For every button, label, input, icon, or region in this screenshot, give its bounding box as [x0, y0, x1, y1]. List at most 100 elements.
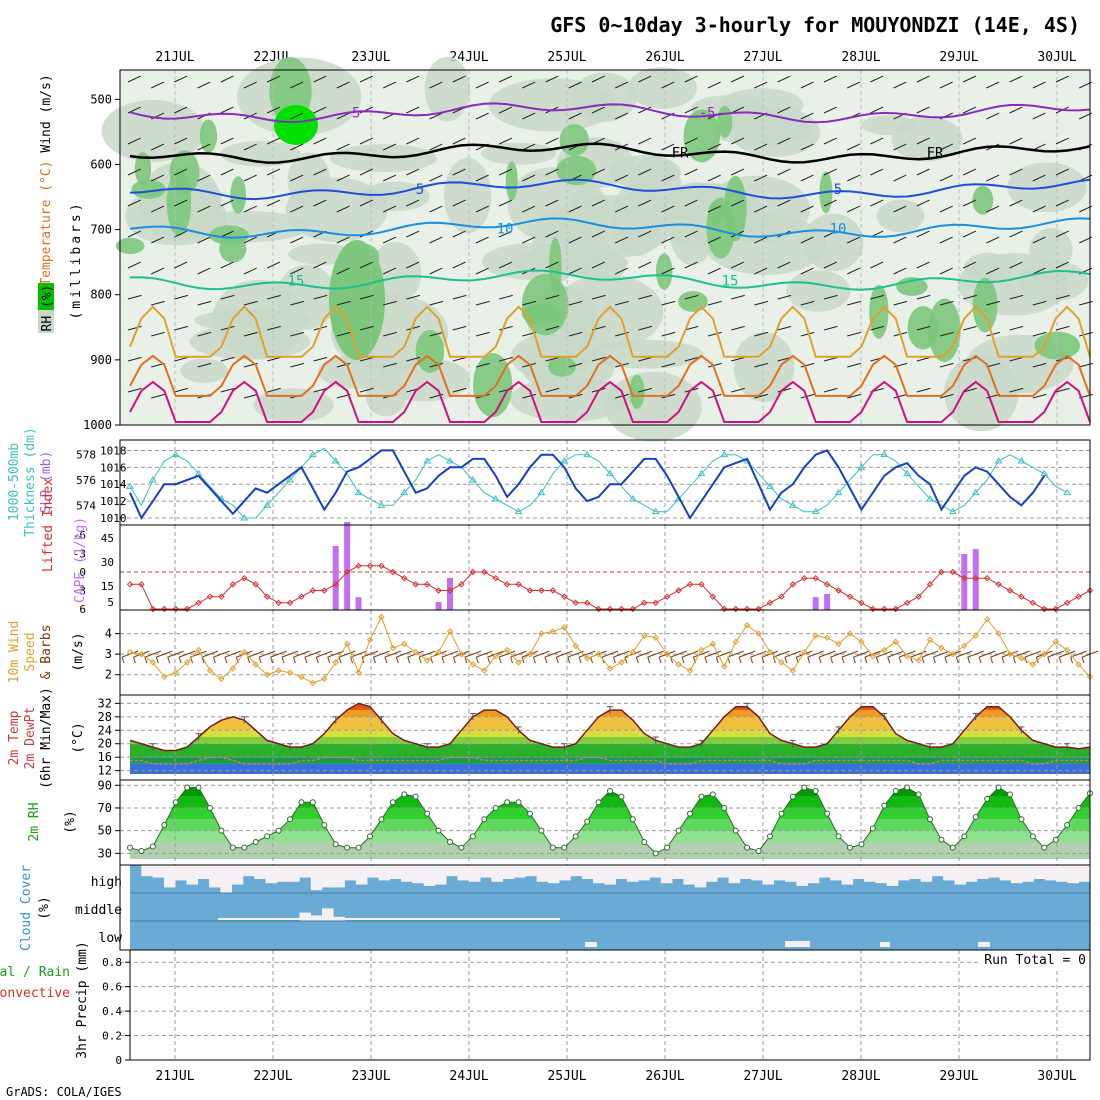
wind-speed-marker: [503, 646, 511, 654]
x-label-bottom: 23JUL: [351, 1069, 390, 1084]
lifted-index-marker: [195, 599, 202, 607]
wind-10m-barb: [270, 650, 287, 658]
wind-barb: [916, 230, 930, 238]
wind-barb: [336, 205, 350, 213]
slp-tick-label: 1016: [100, 461, 127, 474]
wind-barb: [731, 387, 745, 393]
thickness-marker: [468, 476, 477, 483]
wind-barb: [661, 362, 676, 368]
wind-10m-barb-flag: [407, 656, 411, 664]
upper-air-y-ticks: 500 600 700 800 900 1000: [83, 92, 120, 432]
wind-barb: [800, 205, 814, 213]
rh-region: [220, 141, 301, 167]
cloud-clear-high: [1056, 865, 1068, 882]
lifted-index-marker: [332, 581, 339, 588]
rh-band: [130, 819, 1090, 831]
cape-tick-label: 30: [101, 556, 114, 569]
lifted-index-marker: [915, 593, 922, 600]
wind-speed-marker: [423, 657, 431, 664]
thickness-marker: [788, 501, 797, 508]
lifted-index-marker: [1063, 599, 1071, 607]
cloud-level-middle: middle: [75, 903, 122, 918]
wind-barb: [916, 199, 930, 207]
rh-marker: [561, 844, 568, 851]
wind-barb: [336, 143, 350, 151]
wind-barb: [638, 168, 652, 176]
rh-marker: [778, 810, 785, 817]
thickness-markers: [126, 450, 1072, 521]
lifted-index-marker: [743, 605, 751, 613]
wind-10m-barb: [464, 650, 482, 658]
rh-band: [130, 841, 1090, 859]
wind-10m-barb-flag: [1081, 656, 1085, 664]
cloud-clear-high: [773, 865, 786, 881]
wind-barb: [1032, 205, 1046, 213]
thickness-marker: [263, 501, 272, 508]
wind-10m-barb: [396, 650, 413, 658]
wind-barb: [591, 75, 605, 83]
thickness-marker: [1063, 488, 1072, 496]
rh-markers: [127, 784, 1093, 857]
wind-barb: [638, 387, 653, 393]
lifted-index-marker: [526, 587, 534, 594]
wind-barb: [290, 112, 304, 120]
cape-lifted-index-panel: -6 -3 0 3 6 45 30 15 5 Lifted Index CAPE (J/kg): [41, 478, 1094, 616]
temperature-contours: -5 -5 FR FR 5 5 10 10 15 15: [129, 102, 1091, 423]
rh-region-moist: [972, 185, 994, 215]
lifted-index-marker: [789, 581, 797, 588]
wind-barb: [266, 75, 281, 83]
wind-10m-barb-flag: [258, 656, 262, 664]
wind-10m-barb: [293, 650, 310, 658]
x-label-top: 26JUL: [645, 50, 684, 65]
wind-barb: [916, 261, 930, 269]
wind-speed-marker: [961, 642, 968, 650]
wind-10m-barb: [933, 650, 950, 658]
wind-barb: [545, 230, 559, 238]
lifted-index-marker: [858, 599, 865, 607]
slp-thickness-panel: 574 576 578 1010 1012 1014 1016 1018 1000-500mb…: [7, 427, 1091, 537]
wind-speed-marker: [869, 652, 877, 660]
wind-speed-marker: [195, 646, 202, 654]
x-axis-top-labels: 21JUL 22JUL 23JUL 24JUL 25JUL 26JUL 27JUL 28JUL…: [155, 50, 1076, 65]
wind-barb: [313, 294, 328, 300]
rh-marker: [309, 799, 316, 806]
lifted-index-marker: [286, 599, 294, 607]
wind-barb: [197, 205, 211, 213]
cloud-clear-high: [333, 865, 345, 888]
wind-barb: [684, 75, 698, 83]
wind-10m-barb-flag: [327, 656, 331, 664]
rh-region-moist: [169, 150, 200, 195]
wind-speed-marker: [606, 665, 614, 672]
cloud-clear-high: [1067, 865, 1080, 884]
wind-barb: [197, 81, 211, 89]
wind-10m-barb: [304, 650, 322, 658]
cloud-clear-high: [965, 865, 978, 882]
lifted-index-marker: [263, 593, 271, 600]
x-label-top: 27JUL: [743, 50, 782, 65]
wind-barb: [661, 331, 676, 337]
rh-marker: [744, 844, 751, 851]
rh-marker: [275, 827, 282, 834]
wind-barb: [962, 261, 977, 269]
temperature-band: [130, 743, 1090, 758]
wind-barb: [1032, 331, 1047, 337]
wind-barb: [916, 168, 930, 176]
cloud-mid-bar: [322, 908, 334, 921]
cloud-clear-high: [739, 865, 752, 879]
wind-barb: [243, 174, 257, 182]
wind-axis-units: (m/s): [71, 632, 86, 671]
wind-barb: [545, 294, 560, 300]
cloud-clear-high: [920, 865, 933, 882]
contour-label: -5: [344, 105, 361, 121]
cloud-clear-high: [141, 865, 153, 877]
cloud-clear-high: [977, 865, 989, 879]
cloud-clear-high: [209, 865, 221, 888]
wind-barb: [591, 356, 606, 362]
wind-speed-marker: [412, 648, 419, 656]
wind-barb: [406, 230, 420, 238]
rh-marker: [801, 784, 808, 791]
wind-barb: [383, 331, 397, 337]
cloud-clear-high: [818, 865, 831, 878]
cloud-clear-high: [547, 865, 560, 884]
x-label-top: 24JUL: [449, 50, 488, 65]
